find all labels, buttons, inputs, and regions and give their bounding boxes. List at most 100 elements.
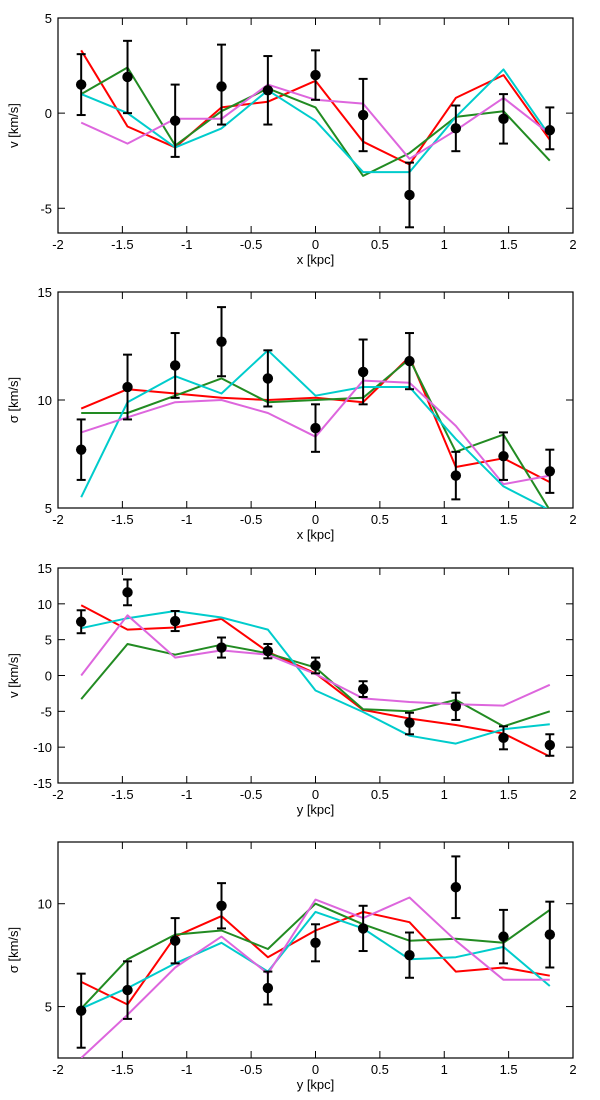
data-point — [310, 69, 321, 81]
data-point — [122, 71, 133, 83]
data-point — [262, 982, 274, 994]
series-line-2 — [80, 902, 551, 1010]
y-axis-label: v [km/s] — [6, 653, 21, 698]
data-point — [262, 373, 274, 384]
data-points — [75, 39, 556, 229]
data-point — [216, 642, 227, 653]
x-tick-label: 0 — [312, 787, 319, 802]
x-tick-label: -1.5 — [111, 1062, 133, 1077]
series-lines — [80, 604, 551, 758]
y-axis-label: v [km/s] — [6, 103, 21, 148]
data-point — [75, 79, 87, 90]
data-points — [75, 855, 556, 1049]
data-point — [310, 660, 321, 671]
x-tick-label: 0 — [312, 1062, 319, 1077]
x-tick-label: 0.5 — [371, 237, 389, 252]
x-tick-label: -2 — [52, 237, 64, 252]
data-point — [498, 732, 509, 744]
y-tick-label: 5 — [45, 1000, 52, 1015]
series-lines — [80, 896, 551, 1058]
y-tick-label: 0 — [45, 669, 52, 684]
x-axis-label: y [kpc] — [297, 1077, 335, 1092]
data-point — [169, 115, 181, 126]
x-axis-label: x [kpc] — [297, 252, 335, 267]
data-point — [262, 645, 274, 657]
data-point — [75, 1005, 87, 1016]
x-tick-label: 0.5 — [371, 512, 389, 527]
plot-frame — [57, 567, 574, 784]
data-point — [544, 125, 556, 136]
x-tick-label: 1.5 — [500, 237, 518, 252]
x-tick-label: 0.5 — [371, 1062, 389, 1077]
x-tick-label: -1 — [181, 237, 193, 252]
data-point — [544, 739, 556, 751]
y-tick-label: -5 — [40, 201, 52, 216]
y-tick-label: 10 — [38, 393, 52, 408]
data-point — [450, 123, 462, 134]
series-line-1 — [80, 604, 551, 758]
y-tick-label: 10 — [38, 897, 52, 912]
data-point — [450, 882, 462, 893]
x-tick-label: -2 — [52, 787, 64, 802]
x-tick-label: 0 — [312, 237, 319, 252]
data-point — [544, 929, 556, 940]
x-tick-label: -1 — [181, 1062, 193, 1077]
data-point — [216, 900, 227, 911]
data-point — [169, 360, 181, 371]
y-axis-label: σ [km/s] — [6, 377, 21, 423]
data-point — [262, 85, 274, 96]
data-point — [404, 355, 415, 367]
panel-1: -2 -1.5 -1 -0.5 0 0.5 1 1.5 2 -5 0 5 x [kpc] v [km/s] — [6, 11, 577, 267]
data-point — [75, 444, 87, 455]
x-tick-label: 1 — [441, 237, 448, 252]
data-point — [544, 466, 556, 477]
x-tick-label: 2 — [569, 1062, 576, 1077]
x-tick-label: 2 — [569, 237, 576, 252]
x-tick-label: -2 — [52, 1062, 64, 1077]
x-tick-label: -1.5 — [111, 512, 133, 527]
data-point — [404, 189, 415, 201]
data-point — [498, 450, 509, 462]
panel-3: -2 -1.5 -1 -0.5 0 0.5 1 1.5 2 -15 -10 -5 0 5 10 15 y [kp… — [6, 561, 577, 817]
y-tick-label: -10 — [33, 740, 52, 755]
data-point — [404, 949, 415, 961]
x-tick-label: -1.5 — [111, 787, 133, 802]
x-axis-label: x [kpc] — [297, 527, 335, 542]
y-tick-label: 5 — [45, 11, 52, 26]
x-tick-label: -1 — [181, 787, 193, 802]
x-tick-label: -1 — [181, 512, 193, 527]
y-tick-label: 15 — [38, 561, 52, 576]
data-point — [450, 701, 462, 712]
data-point — [75, 616, 87, 627]
y-tick-label: 5 — [45, 501, 52, 516]
data-point — [169, 935, 181, 946]
series-line-2 — [80, 643, 551, 728]
panel-4: -2 -1.5 -1 -0.5 0 0.5 1 1.5 2 5 10 y [kpc] σ [km/s] — [6, 841, 577, 1092]
x-tick-label: 1 — [441, 787, 448, 802]
x-tick-label: -0.5 — [240, 787, 262, 802]
data-point — [122, 587, 133, 598]
data-point — [357, 923, 369, 934]
x-tick-label: 0 — [312, 512, 319, 527]
y-axis-label: σ [km/s] — [6, 927, 21, 973]
panel-2: -2 -1.5 -1 -0.5 0 0.5 1 1.5 2 5 10 15 x [kpc] σ [km/s… — [6, 285, 577, 542]
data-point — [357, 683, 369, 695]
y-tick-label: 0 — [45, 106, 52, 121]
x-tick-label: 1.5 — [500, 1062, 518, 1077]
series-line-3 — [80, 610, 550, 745]
series-line-1 — [80, 355, 551, 483]
data-point — [450, 470, 462, 481]
data-point — [357, 109, 369, 121]
series-line-4 — [80, 896, 550, 1058]
series-line-3 — [80, 349, 548, 508]
x-axis-label: y [kpc] — [297, 802, 335, 817]
data-point — [216, 81, 227, 92]
data-point — [498, 113, 509, 125]
x-tick-label: 1.5 — [500, 512, 518, 527]
data-point — [122, 381, 133, 393]
data-point — [216, 336, 227, 347]
data-point — [498, 931, 509, 942]
data-point — [357, 366, 369, 378]
y-tick-label: 10 — [38, 597, 52, 612]
